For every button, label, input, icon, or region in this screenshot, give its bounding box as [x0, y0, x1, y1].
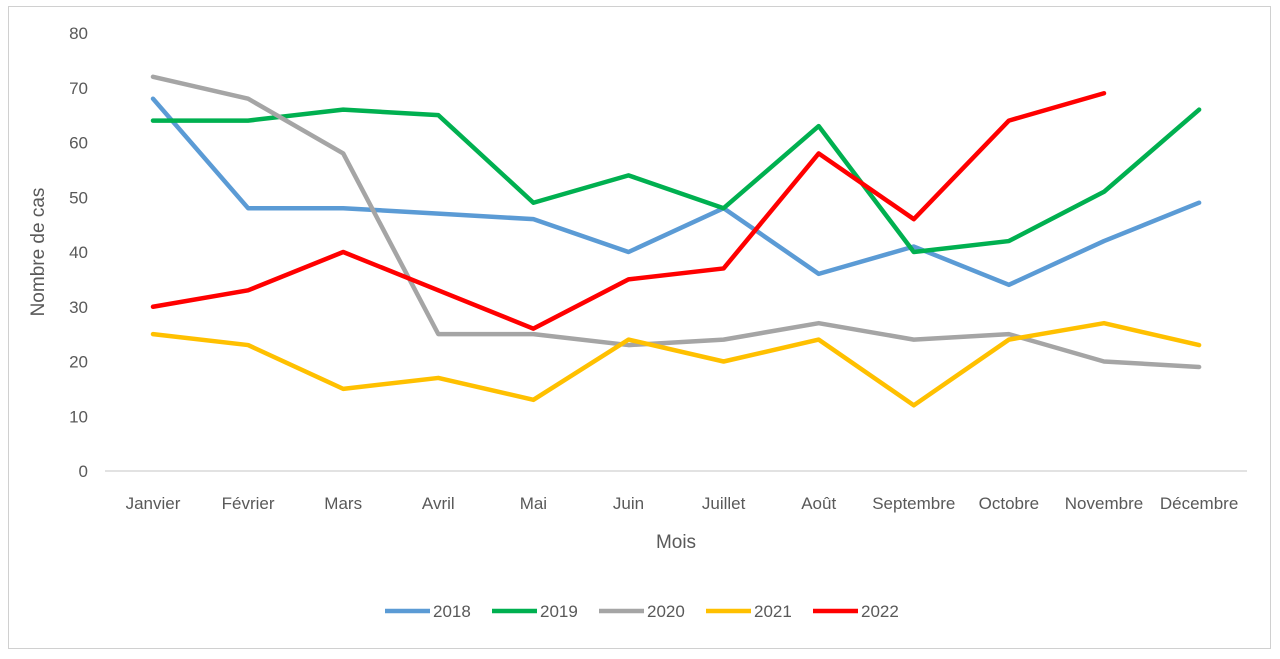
x-tick-label: Novembre: [1065, 494, 1143, 513]
legend-item-2018: 2018: [385, 602, 471, 621]
y-tick-label: 30: [69, 298, 88, 317]
series-line-2018: [150, 96, 1202, 288]
y-tick-label: 60: [69, 134, 88, 153]
x-tick-label: Février: [222, 494, 275, 513]
x-axis-label: Mois: [656, 532, 696, 553]
legend-label: 2018: [433, 602, 471, 621]
y-tick-label: 50: [69, 188, 88, 207]
x-tick-label: Décembre: [1160, 494, 1238, 513]
legend-label: 2019: [540, 602, 578, 621]
x-tick-label: Septembre: [872, 494, 955, 513]
y-tick-label: 40: [69, 243, 88, 262]
legend-item-2022: 2022: [813, 602, 899, 621]
legend-item-2021: 2021: [706, 602, 792, 621]
series-line-2019: [150, 107, 1202, 255]
y-tick-label: 70: [69, 79, 88, 98]
legend-label: 2020: [647, 602, 685, 621]
x-tick-label: Août: [801, 494, 836, 513]
series-line-2021: [150, 320, 1202, 408]
x-tick-label: Mars: [324, 494, 362, 513]
y-tick-label: 20: [69, 353, 88, 372]
x-tick-label: Mai: [520, 494, 547, 513]
legend-label: 2022: [861, 602, 899, 621]
y-tick-label: 0: [79, 462, 88, 481]
legend-item-2020: 2020: [599, 602, 685, 621]
y-axis-label: Nombre de cas: [28, 188, 49, 317]
x-tick-label: Octobre: [979, 494, 1039, 513]
x-tick-label: Juin: [613, 494, 644, 513]
x-tick-label: Janvier: [126, 494, 181, 513]
legend-label: 2021: [754, 602, 792, 621]
chart-frame: [8, 6, 1271, 649]
x-tick-label: Avril: [422, 494, 455, 513]
y-tick-label: 80: [69, 24, 88, 43]
x-tick-label: Juillet: [702, 494, 746, 513]
legend-item-2019: 2019: [492, 602, 578, 621]
y-tick-label: 10: [69, 407, 88, 426]
